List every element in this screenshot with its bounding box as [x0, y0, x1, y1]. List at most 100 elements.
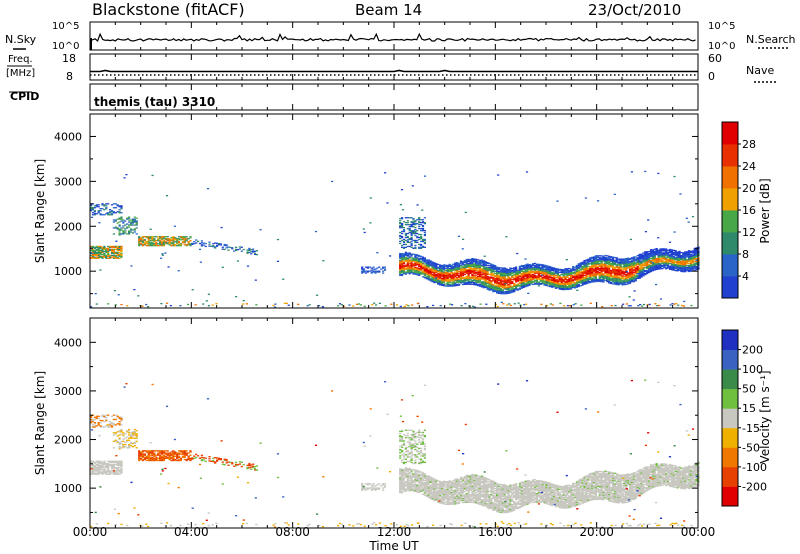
power-cell: [408, 252, 411, 254]
velocity-cell: [404, 469, 407, 471]
power-cell: [686, 254, 689, 256]
power-cell: [166, 238, 169, 240]
power-cell: [374, 272, 377, 274]
power-cell: [406, 253, 409, 255]
power-cell: [446, 275, 449, 277]
power-cell: [145, 237, 148, 239]
power-cell: [611, 263, 615, 265]
power-cell: [549, 286, 552, 288]
power-cell: [676, 257, 679, 259]
velocity-cell: [439, 497, 442, 500]
power-cell: [162, 243, 165, 245]
velocity-cell: [402, 458, 406, 460]
power-cell: [151, 240, 154, 242]
power-cell: [515, 268, 518, 270]
power-cell: [363, 305, 366, 307]
power-cell: [250, 251, 253, 253]
power-cell: [693, 256, 696, 258]
power-cell: [141, 242, 145, 244]
power-cell: [668, 260, 672, 263]
power-cell: [423, 230, 426, 232]
power-cell: [579, 271, 582, 273]
power-cell: [581, 279, 584, 281]
power-cell: [107, 253, 110, 255]
power-cell: [577, 266, 580, 268]
velocity-cell: [439, 494, 442, 497]
power-cell: [153, 245, 156, 247]
velocity-cell: [408, 472, 411, 474]
power-cell: [116, 251, 119, 253]
power-cell: [449, 303, 452, 305]
velocity-cell: [406, 485, 409, 487]
power-cell: [653, 252, 656, 254]
power-cell: [402, 241, 406, 244]
power-cell: [530, 276, 533, 278]
power-cell: [501, 291, 504, 293]
power-cell: [672, 261, 675, 263]
power-cell: [564, 268, 567, 270]
power-cell: [539, 280, 542, 282]
power-cell: [399, 274, 402, 276]
power-cell: [461, 272, 464, 274]
velocity-cell: [414, 448, 417, 451]
power-cell: [689, 269, 692, 271]
power-cell: [638, 263, 641, 265]
power-cell: [504, 283, 507, 285]
power-cell: [516, 272, 520, 274]
power-cell: [497, 281, 501, 284]
power-cell: [478, 274, 482, 276]
power-cell: [477, 280, 480, 282]
power-cell: [505, 280, 508, 282]
power-cell: [693, 254, 696, 256]
power-cell: [581, 268, 584, 270]
velocity-cell: [414, 442, 417, 444]
power-cell: [101, 248, 104, 250]
power-cell: [101, 256, 104, 258]
power-cell: [412, 271, 415, 273]
velocity-cell: [416, 475, 419, 477]
power-cell: [485, 303, 488, 305]
power-cell: [600, 268, 603, 270]
power-cell: [596, 256, 599, 258]
power-cell: [570, 273, 573, 275]
power-cell: [93, 207, 96, 209]
power-cell: [128, 217, 131, 219]
power-cell: [625, 277, 628, 280]
power-cell: [461, 282, 464, 284]
power-cell: [684, 266, 687, 268]
power-cell: [676, 266, 679, 268]
power-cell: [686, 261, 689, 263]
power-cell: [93, 247, 96, 249]
power-cell: [644, 270, 647, 272]
power-cell: [604, 256, 607, 259]
power-cell: [629, 268, 632, 271]
power-cell: [471, 258, 474, 260]
power-cell: [649, 258, 653, 260]
power-cell: [383, 269, 387, 271]
power-cell: [535, 267, 539, 269]
power-cell: [492, 290, 495, 292]
power-cell: [107, 213, 110, 215]
power-cell: [507, 274, 510, 277]
power-cell: [414, 262, 417, 265]
velocity-cell: [437, 491, 440, 494]
power-cell: [686, 256, 689, 258]
power-cell: [556, 280, 559, 282]
power-cell: [452, 278, 455, 280]
power-cell: [693, 251, 696, 254]
power-cell: [545, 266, 548, 268]
power-cell: [399, 268, 402, 270]
power-cell: [361, 268, 364, 270]
power-cell: [431, 268, 434, 270]
power-cell: [553, 272, 556, 274]
power-cell: [596, 273, 599, 276]
power-cell: [490, 285, 493, 287]
power-cell: [404, 243, 407, 246]
power-cell: [420, 260, 423, 262]
power-cell: [630, 272, 634, 274]
power-cell: [109, 257, 112, 259]
power-cell: [450, 279, 453, 281]
power-cell: [585, 281, 588, 283]
power-cell: [480, 262, 483, 264]
power-cell: [522, 277, 525, 280]
